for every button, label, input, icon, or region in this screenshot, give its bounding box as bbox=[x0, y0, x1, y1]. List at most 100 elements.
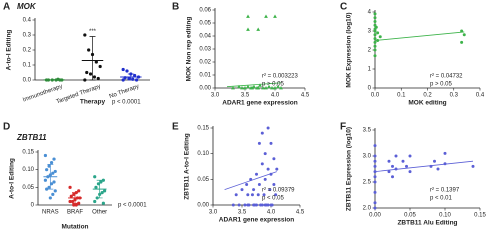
data-point bbox=[373, 201, 377, 205]
data-point bbox=[373, 12, 377, 16]
data-point bbox=[83, 33, 87, 37]
data-point bbox=[264, 86, 268, 90]
data-point bbox=[268, 188, 272, 192]
x-tick-label: No Therapy bbox=[109, 84, 140, 100]
data-point bbox=[274, 193, 278, 197]
data-point bbox=[373, 206, 377, 210]
y-tick-label: 0 bbox=[368, 86, 372, 92]
x-tick-label: 0.1 bbox=[397, 93, 406, 99]
data-point bbox=[72, 192, 76, 196]
panel-letter: E bbox=[172, 122, 179, 133]
x-tick-label: 0.10 bbox=[439, 213, 451, 219]
data-point bbox=[373, 180, 377, 184]
annotation: r² = 0.1397 bbox=[430, 188, 460, 194]
x-tick-label: 3.5 bbox=[238, 210, 247, 216]
data-point bbox=[266, 126, 270, 130]
data-point bbox=[460, 40, 464, 44]
y-tick-label: 0.01 bbox=[199, 73, 211, 79]
data-point bbox=[408, 154, 412, 158]
data-point bbox=[246, 27, 250, 31]
annotation: p < 0.05 bbox=[262, 196, 285, 202]
annotation: r² = 0.09379 bbox=[262, 188, 295, 194]
data-point bbox=[436, 167, 440, 171]
data-point bbox=[272, 182, 276, 186]
data-point bbox=[72, 203, 76, 207]
data-point bbox=[373, 16, 377, 20]
panel-letter: B bbox=[172, 2, 179, 13]
data-point bbox=[267, 84, 271, 89]
panel-letter: A bbox=[3, 2, 10, 13]
data-point bbox=[257, 182, 261, 186]
x-axis-label: ADAR1 gene expression bbox=[219, 217, 295, 224]
data-point bbox=[391, 164, 394, 168]
panel-title: MOK bbox=[17, 2, 37, 11]
error-bar bbox=[89, 36, 96, 81]
data-point bbox=[98, 64, 102, 69]
data-point bbox=[52, 180, 56, 184]
annotation: p < 0.0001 bbox=[112, 100, 141, 106]
data-point bbox=[85, 70, 89, 75]
data-point bbox=[373, 175, 377, 179]
data-point bbox=[101, 201, 105, 205]
annotation: p < 0.0001 bbox=[118, 203, 147, 209]
y-tick-label: 2.5 bbox=[363, 180, 372, 186]
data-point bbox=[373, 29, 377, 33]
data-point bbox=[47, 164, 51, 168]
error-bar bbox=[47, 164, 54, 190]
data-point bbox=[373, 48, 377, 52]
data-point bbox=[394, 154, 398, 158]
y-tick-label: 0.04 bbox=[199, 34, 211, 40]
data-point bbox=[279, 86, 283, 90]
y-axis-label: ZBTB11 Expression (log10) bbox=[346, 127, 353, 211]
data-point bbox=[260, 203, 264, 207]
x-tick-label: 4.0 bbox=[271, 93, 280, 99]
data-point bbox=[243, 86, 247, 90]
y-axis-label: MOK Expression (log10) bbox=[346, 12, 353, 87]
data-point bbox=[374, 25, 378, 29]
x-tick-label: NRAS bbox=[42, 210, 59, 216]
data-point bbox=[258, 83, 262, 87]
data-point bbox=[250, 193, 254, 197]
data-point bbox=[373, 37, 377, 41]
data-point bbox=[96, 182, 101, 186]
data-point bbox=[266, 203, 270, 207]
data-point bbox=[387, 170, 391, 174]
data-point bbox=[52, 157, 56, 161]
panel-letter: F bbox=[340, 122, 346, 133]
annotation: r² = 0.04732 bbox=[430, 74, 463, 80]
data-point bbox=[261, 86, 265, 90]
x-tick-label: 3.5 bbox=[241, 93, 250, 99]
data-point bbox=[376, 31, 380, 35]
x-tick-label: 0.2 bbox=[423, 93, 432, 99]
data-point bbox=[276, 84, 280, 89]
y-axis-label: A-to-I Editing bbox=[9, 158, 16, 199]
data-point bbox=[252, 203, 256, 207]
trend-line bbox=[226, 82, 282, 88]
annotation: *** bbox=[89, 29, 97, 35]
data-point bbox=[231, 86, 235, 90]
error-bar bbox=[72, 192, 78, 204]
data-point bbox=[256, 86, 261, 90]
data-point bbox=[391, 175, 394, 179]
data-point bbox=[133, 73, 137, 78]
annotation: p > 0.05 bbox=[430, 82, 453, 88]
x-tick-label: 0.3 bbox=[450, 93, 459, 99]
data-point bbox=[408, 170, 412, 174]
data-point bbox=[48, 196, 52, 200]
data-point bbox=[121, 78, 125, 82]
y-tick-label: 0.06 bbox=[199, 8, 211, 14]
data-point bbox=[103, 189, 107, 193]
data-point bbox=[273, 86, 277, 90]
trend-line bbox=[374, 160, 474, 172]
annotation: p > 0.05 bbox=[262, 82, 285, 88]
x-tick-label: 3.0 bbox=[211, 93, 220, 99]
data-point bbox=[373, 159, 377, 163]
data-point bbox=[255, 172, 258, 176]
x-axis-label: ADAR1 gene expression bbox=[222, 100, 298, 107]
data-point bbox=[243, 203, 247, 207]
data-point bbox=[96, 76, 100, 81]
data-point bbox=[246, 14, 250, 18]
data-point bbox=[255, 203, 258, 207]
data-point bbox=[94, 60, 98, 64]
